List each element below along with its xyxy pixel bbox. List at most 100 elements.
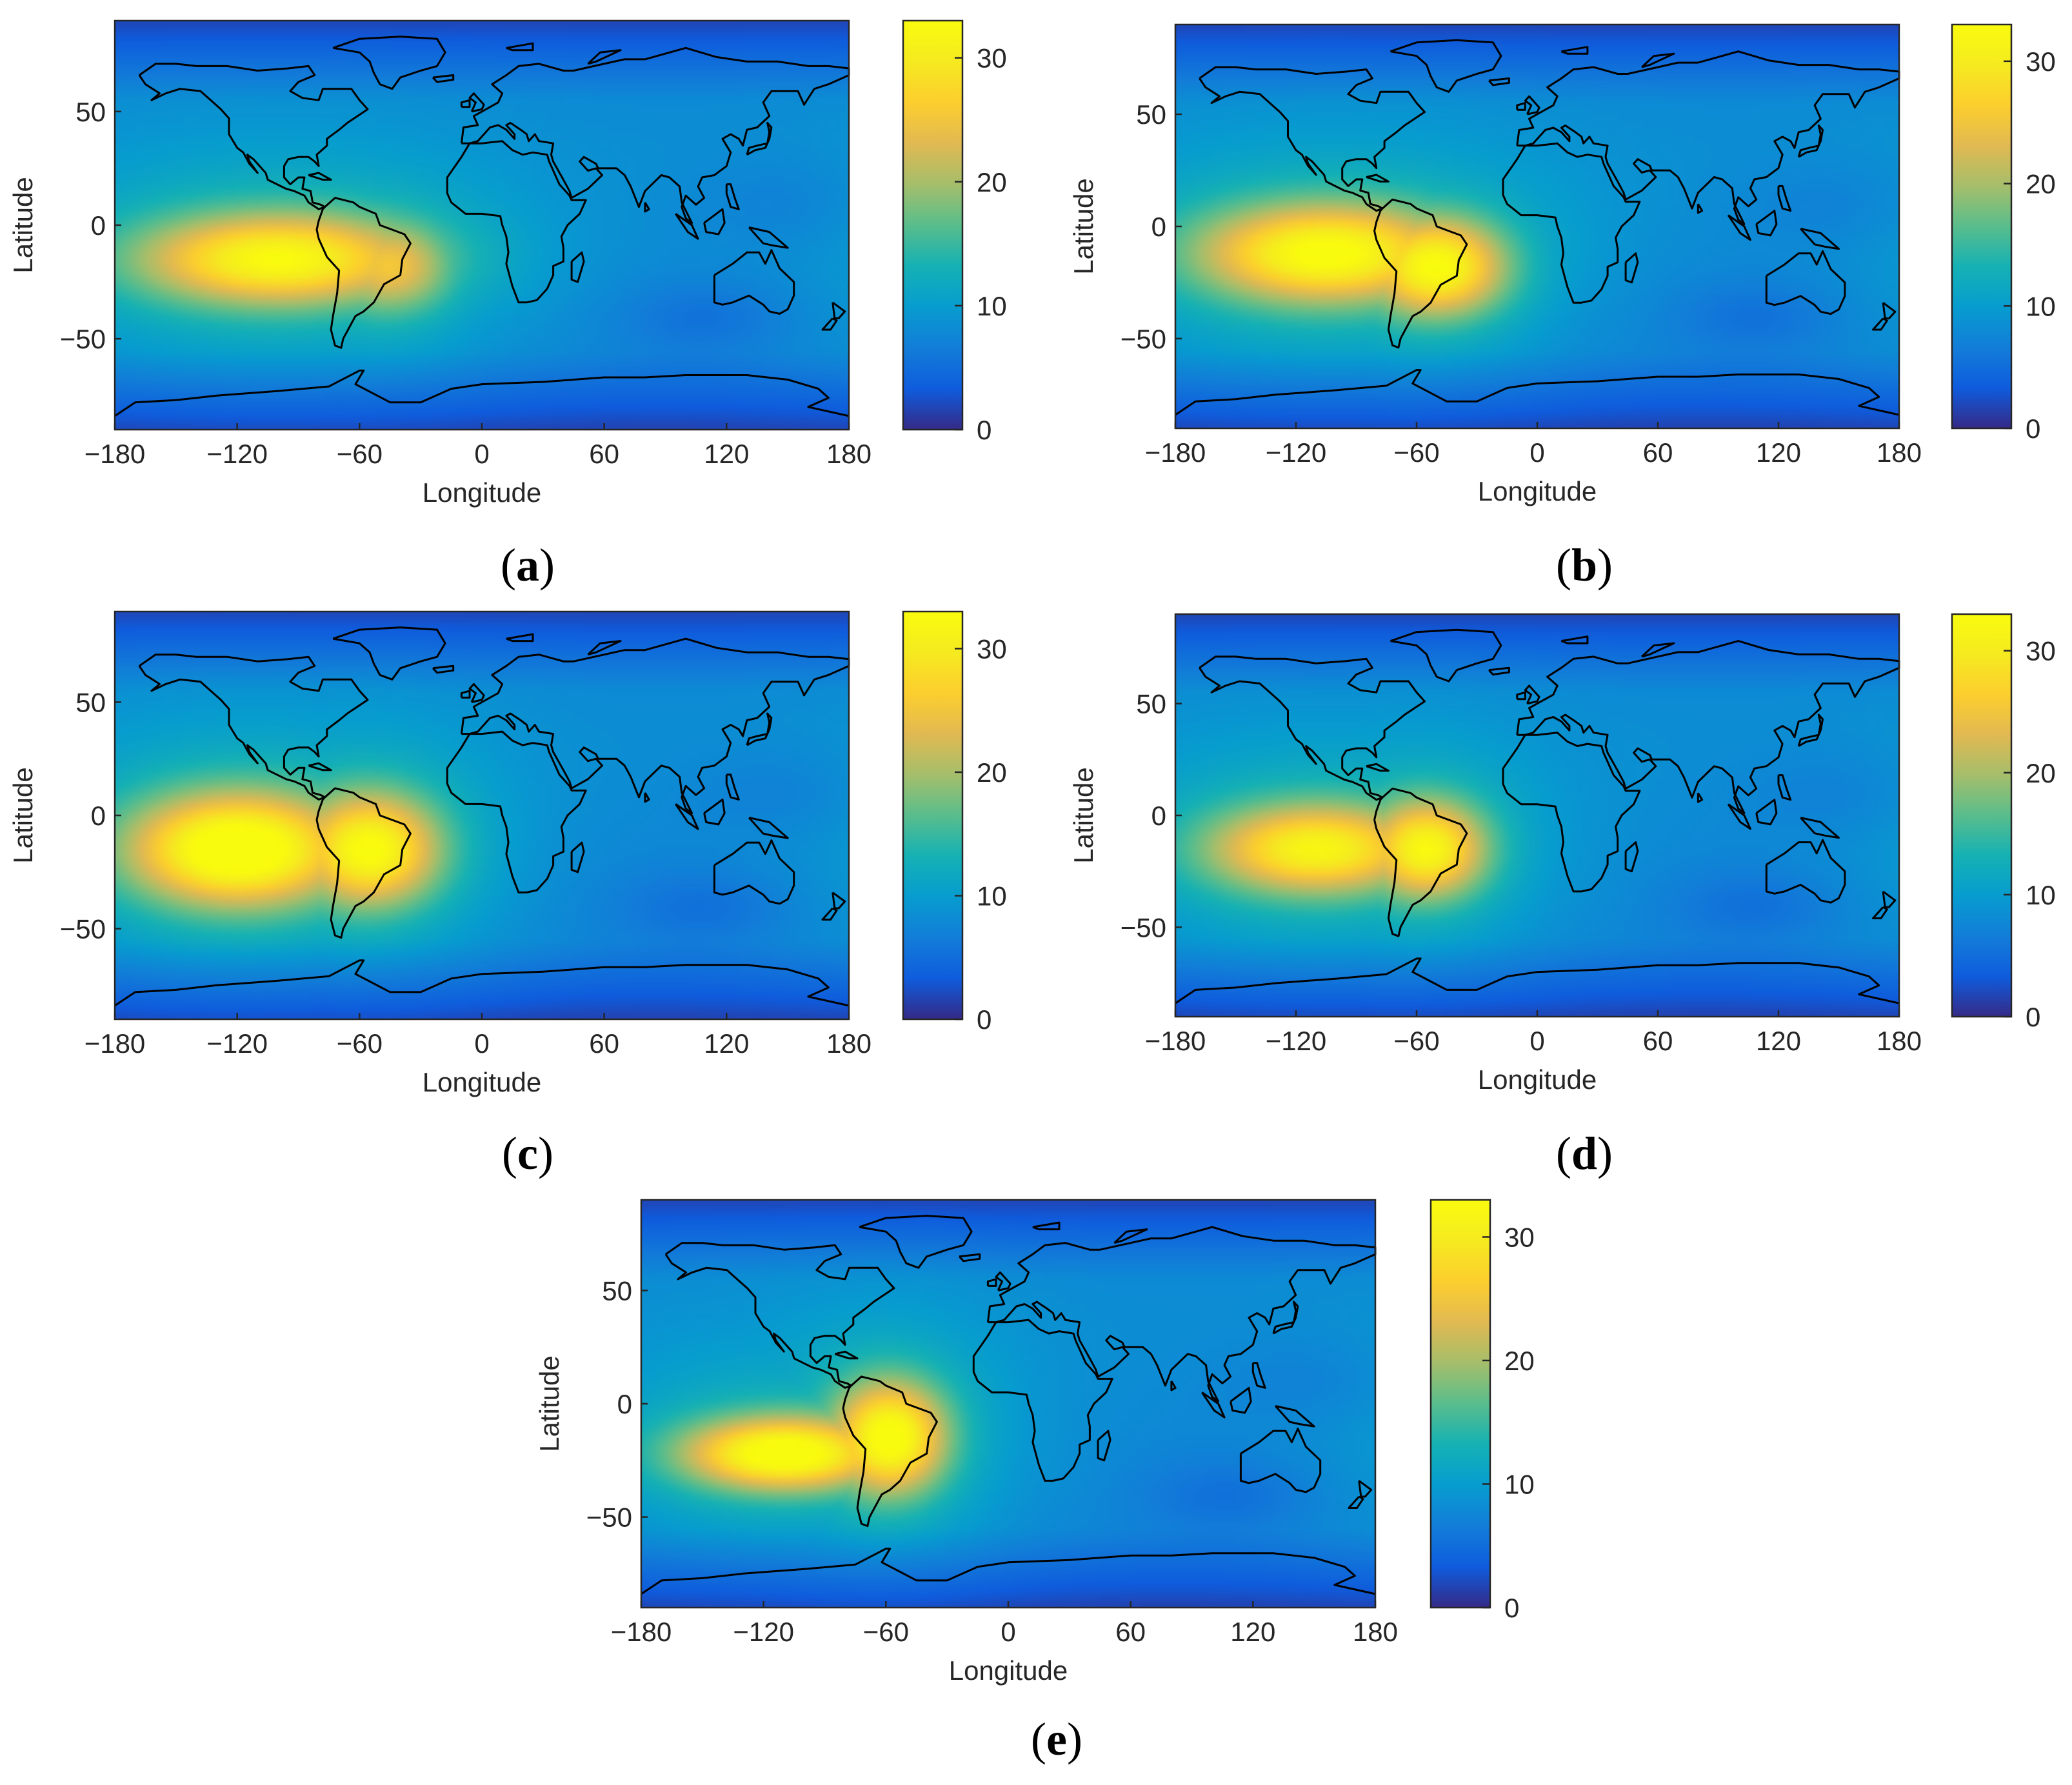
coastline — [1524, 684, 1540, 705]
coastlines — [114, 626, 850, 1007]
x-tick-label: −180 — [611, 1617, 672, 1647]
caption-open-paren: ( — [502, 1128, 517, 1179]
coastline — [460, 690, 471, 699]
caption-close-paren: ) — [1597, 1128, 1613, 1179]
y-tick-label: 0 — [1151, 212, 1166, 242]
coastline — [1516, 102, 1526, 111]
coastline — [1274, 1405, 1315, 1428]
colorbar: 0 10 20 30 — [1429, 1199, 1535, 1623]
colorbar-tick-label: 20 — [2026, 758, 2056, 788]
coastline — [1032, 1221, 1061, 1231]
x-tick-label: −180 — [85, 1028, 146, 1059]
coastline — [1516, 691, 1526, 701]
colorbar-tick-label: 20 — [1504, 1346, 1535, 1376]
coastlines — [1175, 628, 1900, 1004]
coastline — [1348, 1495, 1364, 1509]
coastline — [114, 369, 850, 417]
coastline — [332, 35, 446, 90]
coastline — [1560, 46, 1589, 55]
x-tick-label: −60 — [1393, 437, 1439, 468]
coastline — [1366, 763, 1390, 772]
coastline — [1175, 957, 1900, 1004]
x-tick-label: 120 — [704, 1028, 749, 1059]
coastline — [675, 213, 699, 240]
coastline — [1872, 906, 1888, 919]
coastline — [138, 63, 369, 210]
x-tick-label: 180 — [1877, 1026, 1922, 1056]
y-tick-label: 0 — [617, 1389, 632, 1419]
coastlines — [114, 35, 850, 417]
coastline — [1755, 799, 1778, 826]
coastline — [675, 803, 699, 830]
coastline — [1624, 841, 1639, 873]
coastline — [1251, 1362, 1266, 1389]
coastline — [468, 683, 485, 703]
x-tick-label: −60 — [337, 439, 383, 469]
panel-b: −180 −120 −60 0 60 120 180 50 0 −50 Longitude Latit… — [1068, 23, 2056, 591]
coastline — [972, 1319, 1113, 1482]
coastline — [432, 664, 455, 674]
coastline — [1800, 228, 1840, 250]
colorbar-tick-label: 0 — [2026, 414, 2040, 444]
colorbar-tick-label: 10 — [2026, 880, 2056, 910]
coastline — [468, 92, 485, 113]
panel-e: −180 −120 −60 0 60 120 180 50 0 −50 Longitude Latit… — [534, 1199, 1535, 1765]
coastline — [1170, 1381, 1177, 1391]
colorbar-tick-label: 10 — [977, 881, 1007, 911]
y-tick-label: 50 — [75, 687, 106, 717]
coastline — [713, 249, 795, 315]
coastline — [138, 653, 369, 801]
coastline — [842, 1375, 938, 1528]
colorbar-tick-label: 20 — [977, 167, 1007, 197]
x-axis-label: Longitude — [423, 1067, 542, 1097]
coastline — [958, 1253, 981, 1262]
coastline — [832, 892, 846, 910]
caption-letter: b — [1571, 539, 1597, 591]
colorbar-tick-label: 20 — [2026, 169, 2056, 199]
coastline — [308, 762, 332, 772]
caption-letter: c — [517, 1128, 538, 1179]
x-tick-label: −60 — [863, 1617, 909, 1647]
y-tick-label: 50 — [75, 97, 106, 127]
coastline — [1800, 817, 1840, 839]
coastline — [1488, 77, 1510, 86]
x-tick-label: −120 — [733, 1617, 794, 1647]
coastline — [1373, 787, 1468, 937]
colorbar-tick-label: 30 — [977, 633, 1007, 664]
colorbar-tick-label: 20 — [977, 757, 1007, 788]
coastline — [570, 841, 585, 873]
x-axis-label: Longitude — [949, 1655, 1068, 1686]
coastline — [570, 251, 585, 283]
coastline — [1765, 839, 1846, 904]
coastline — [1777, 184, 1792, 212]
coastline — [1697, 203, 1704, 214]
x-tick-label: 60 — [1115, 1617, 1146, 1647]
coastline — [748, 226, 789, 249]
coastline — [1175, 369, 1900, 416]
caption-open-paren: ( — [501, 539, 516, 591]
colorbar-gradient — [1952, 614, 2011, 1017]
coastline — [1872, 317, 1888, 331]
heatmap-raster — [1175, 25, 1899, 428]
coastline — [1201, 1391, 1226, 1419]
y-tick-label: −50 — [1121, 324, 1166, 354]
x-tick-label: −60 — [337, 1028, 383, 1059]
coastline — [332, 626, 446, 681]
x-tick-label: 60 — [589, 439, 619, 469]
coastlines — [1175, 39, 1900, 416]
coastline — [995, 1271, 1011, 1291]
y-tick-label: 50 — [1136, 99, 1166, 130]
coastline — [460, 46, 850, 224]
coastline — [1502, 732, 1641, 893]
x-tick-label: 120 — [704, 439, 749, 469]
colorbar: 0 10 20 30 — [902, 610, 1007, 1035]
coastline — [1488, 666, 1510, 676]
y-tick-label: 0 — [1151, 801, 1166, 831]
colorbar-gradient — [1431, 1200, 1490, 1608]
colorbar-tick-label: 10 — [1504, 1469, 1535, 1499]
coastline — [432, 74, 455, 83]
colorbar-tick-label: 0 — [977, 415, 991, 445]
panel-c: −180 −120 −60 0 60 120 180 50 0 −50 Longitude Latit… — [8, 610, 1007, 1179]
x-tick-label: −120 — [1266, 437, 1327, 468]
coastline — [1641, 52, 1675, 68]
